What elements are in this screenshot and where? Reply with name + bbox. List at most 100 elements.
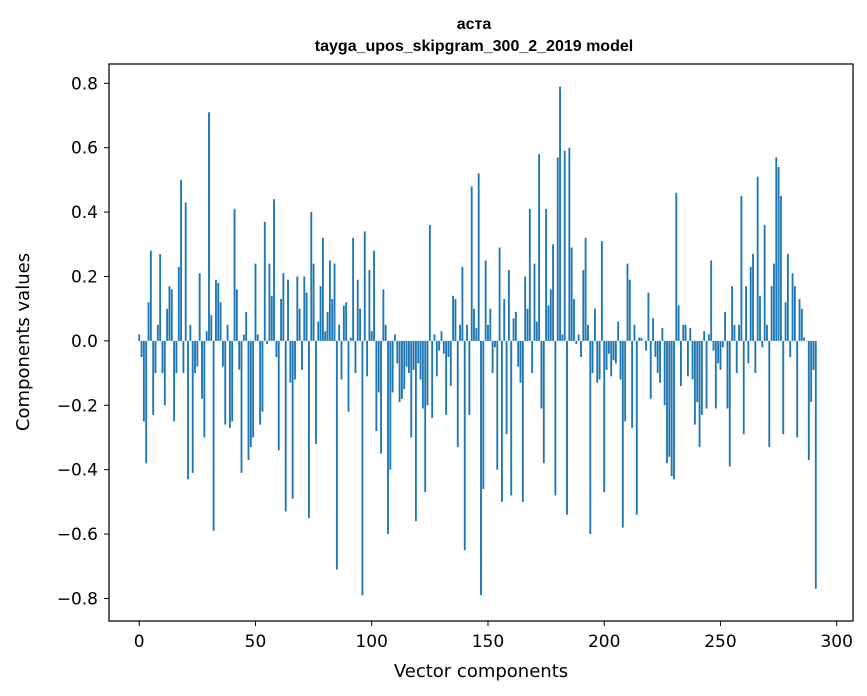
bar [591, 340, 594, 374]
bar [212, 340, 215, 531]
bar [275, 340, 278, 357]
bar [556, 157, 559, 341]
bar [328, 260, 331, 341]
bar [147, 302, 150, 341]
bar [577, 334, 580, 341]
bar [296, 276, 299, 341]
bar [554, 340, 557, 496]
bar [194, 340, 196, 374]
bar [524, 276, 527, 341]
bar [242, 334, 245, 341]
bar [398, 340, 401, 403]
bar [521, 340, 524, 502]
bar [373, 250, 375, 341]
bar [514, 311, 517, 341]
bar [500, 340, 503, 502]
bar [531, 340, 534, 374]
bar [184, 202, 187, 341]
bar [482, 340, 485, 489]
bar [408, 340, 410, 374]
bar [384, 324, 387, 341]
bar [610, 340, 613, 377]
bar [168, 286, 171, 341]
bar [777, 167, 780, 341]
bar [149, 250, 152, 341]
bar [298, 308, 301, 341]
bar [380, 340, 382, 454]
chart-title: аста [457, 16, 492, 33]
bar [210, 315, 213, 341]
bar [738, 324, 740, 341]
bar [438, 340, 441, 351]
bar [263, 221, 266, 341]
bar [189, 324, 192, 341]
bar [417, 340, 420, 364]
bar [266, 340, 269, 345]
bar [410, 340, 413, 438]
bar [563, 150, 566, 341]
bar [456, 340, 459, 448]
bar [719, 340, 722, 370]
bar [649, 340, 652, 399]
bar [812, 340, 815, 370]
bar [693, 340, 696, 425]
bar [570, 247, 573, 341]
bar [659, 340, 661, 383]
bar [645, 340, 647, 351]
bar [294, 340, 296, 380]
bar [433, 334, 436, 341]
bar [680, 340, 682, 386]
bar [198, 273, 201, 341]
bar [596, 340, 599, 383]
bar [568, 147, 571, 341]
bar [142, 340, 145, 422]
bar [700, 340, 703, 415]
bar [282, 273, 285, 341]
x-tick-label: 200 [588, 632, 620, 652]
bar [152, 340, 155, 415]
bar [712, 340, 715, 351]
bar [793, 286, 796, 341]
bar [621, 340, 624, 528]
bar [454, 299, 457, 341]
bar [726, 340, 729, 409]
bar [547, 305, 550, 341]
y-tick-label: 0.8 [71, 74, 98, 94]
bar [138, 334, 141, 341]
bar [375, 340, 378, 432]
bar [347, 340, 350, 412]
bar [510, 340, 513, 496]
bar [470, 186, 473, 341]
bar [403, 340, 406, 390]
bar [768, 340, 771, 448]
bar [310, 212, 313, 341]
bar [696, 340, 699, 403]
bar [466, 324, 468, 341]
bar [533, 263, 536, 341]
bar [475, 328, 478, 341]
bar [589, 340, 592, 535]
bar [580, 340, 582, 357]
bar [489, 308, 492, 341]
bar [742, 340, 745, 435]
bar [786, 253, 789, 341]
bar [677, 305, 680, 341]
bar [484, 260, 487, 341]
bar [691, 340, 694, 380]
bar [231, 340, 234, 422]
bar [156, 324, 159, 341]
bar [617, 321, 620, 341]
bar [205, 331, 208, 341]
bar [791, 273, 794, 341]
x-axis-label: Vector components [394, 661, 568, 682]
bar [503, 299, 506, 341]
bar [759, 295, 761, 341]
bar [240, 340, 243, 473]
bar [575, 340, 578, 345]
bar [354, 340, 357, 374]
bar [315, 340, 317, 444]
bar [561, 334, 564, 341]
bar [607, 340, 610, 354]
bar [675, 192, 678, 341]
y-axis-label: Components values [13, 253, 34, 431]
